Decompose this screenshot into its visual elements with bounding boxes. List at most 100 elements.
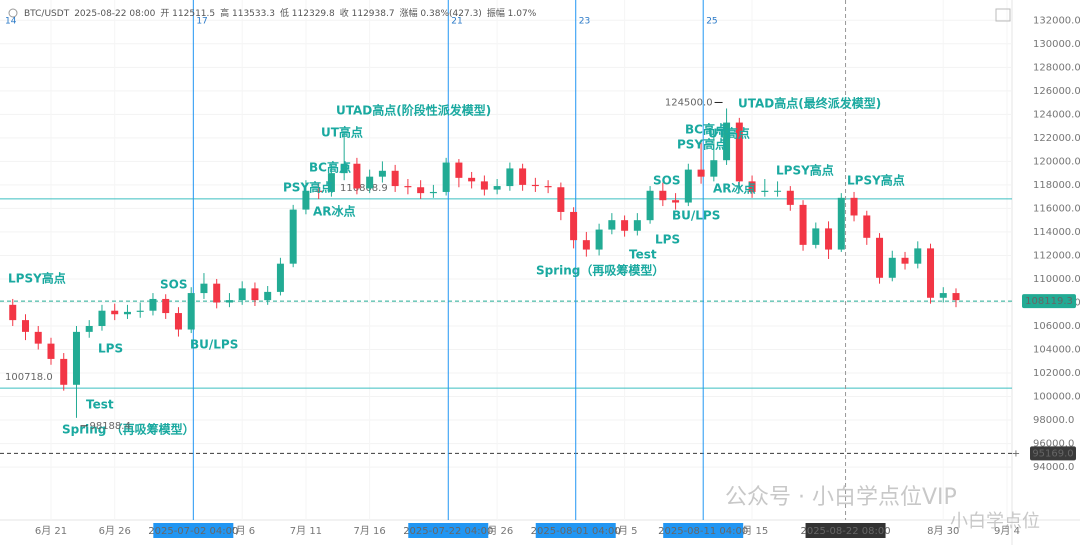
candle-body — [557, 187, 565, 212]
annotation: LPS — [98, 342, 123, 356]
screenshot-button[interactable] — [995, 8, 1011, 22]
time-tag-label: 2025-08-01 04:00 — [531, 526, 621, 537]
candle-body — [901, 257, 909, 264]
time-tag — [535, 523, 616, 538]
watermark: 公众号 · 小白学点位VIP — [725, 485, 957, 510]
annotation: Spring （再吸筹模型） — [62, 422, 195, 437]
time-tag-label: 2025-08-11 04:00 — [658, 526, 748, 537]
level-label: 100718.0 — [5, 372, 53, 383]
y-tick-label: 114000.0 — [1033, 227, 1080, 238]
candle-body — [761, 190, 769, 192]
candle-body — [327, 173, 335, 192]
header-field: 收 112938.7 — [340, 7, 395, 19]
candle-body — [480, 181, 488, 190]
candle-body — [888, 257, 896, 278]
candle-body — [774, 190, 782, 192]
y-tick-label: 118000.0 — [1033, 180, 1080, 191]
candle-body — [659, 190, 667, 201]
annotation: BU/LPS — [672, 209, 720, 223]
add-button: + — [1012, 448, 1020, 459]
collapse-icon[interactable] — [8, 8, 18, 18]
time-tag-label: 2025-07-02 04:00 — [148, 526, 238, 537]
annotation: SOS — [653, 174, 681, 188]
annotation: UT高点 — [321, 125, 363, 140]
candle-body — [697, 169, 705, 177]
candle-body — [391, 170, 399, 187]
candle-body — [85, 325, 93, 332]
extreme-label: 98188.4 — [89, 421, 130, 432]
y-tick-label: 128000.0 — [1033, 62, 1080, 73]
y-tick-label: 132000.0 — [1033, 15, 1080, 26]
annotation: Test — [86, 398, 114, 412]
candle-body — [123, 311, 131, 315]
price-tag — [1022, 294, 1076, 309]
candle-body — [748, 181, 756, 192]
y-tick-label: 98000.0 — [1033, 415, 1074, 426]
x-tick-label: 8月 5 — [612, 525, 638, 537]
candle-body — [174, 313, 182, 330]
y-tick-label: 130000.0 — [1033, 39, 1080, 50]
candle-body — [225, 300, 233, 303]
x-tick-label: 8月 15 — [736, 525, 768, 537]
header: BTC/USDT 2025-08-22 08:00 开 112511.5 高 1135… — [8, 7, 537, 19]
time-tag — [805, 523, 886, 538]
annotation: SOS — [160, 278, 188, 292]
price-tag — [1030, 446, 1076, 461]
candle-body — [621, 220, 629, 231]
time-tag — [408, 523, 489, 538]
count-label: 23 — [579, 17, 590, 27]
candle-body — [302, 190, 310, 210]
annotation: BU/LPS — [190, 338, 238, 352]
header-info: BTC/USDT 2025-08-22 08:00 开 112511.5 高 1135… — [24, 7, 537, 19]
y-tick-label: 112000.0 — [1033, 250, 1080, 261]
y-tick-label: 106000.0 — [1033, 321, 1080, 332]
y-tick-label: 122000.0 — [1033, 133, 1080, 144]
y-tick-label: 120000.0 — [1033, 156, 1080, 167]
y-tick-label: 96000.0 — [1033, 439, 1074, 450]
annotation: Spring（再吸筹模型） — [536, 263, 664, 278]
candle-body — [340, 163, 348, 174]
count-label: 21 — [451, 17, 462, 27]
candle-body — [723, 122, 731, 161]
candle-body — [825, 228, 833, 250]
candle-body — [149, 298, 157, 311]
candle-body — [98, 310, 106, 326]
header-field: 低 112329.8 — [280, 7, 335, 19]
candle-body — [276, 263, 284, 292]
candle-body — [468, 177, 476, 182]
candle-body — [9, 304, 17, 321]
candle-body — [238, 288, 246, 301]
y-tick-label: 110000.0 — [1033, 274, 1080, 285]
count-label: 17 — [196, 17, 207, 27]
candle-body — [21, 320, 29, 332]
candle-body — [506, 168, 514, 187]
axes: 94000.0 96000.0 98000.0 100000.0 102000.0 104… — [5, 15, 1080, 538]
annotation: UTAD高点(阶段性派发模型) — [336, 103, 491, 118]
candle-body — [366, 176, 374, 189]
candle-body — [111, 310, 119, 315]
candle-body — [289, 209, 297, 264]
candle-body — [927, 248, 935, 298]
header-field: 开 112511.5 — [160, 8, 215, 19]
candle-body — [404, 186, 412, 188]
price-tag-label: 108119.3 — [1025, 296, 1073, 307]
y-tick-label: 102000.0 — [1033, 368, 1080, 379]
x-tick-label: 7月 26 — [481, 525, 513, 537]
candle-body — [162, 298, 170, 314]
x-tick-label: 9月 4 — [994, 525, 1020, 537]
time-tag — [153, 523, 234, 538]
candle-body — [264, 291, 272, 301]
candle-body — [837, 197, 845, 250]
candle-body — [914, 248, 922, 264]
candle-body — [684, 169, 692, 203]
candle-body — [633, 220, 641, 231]
candle-body — [200, 283, 208, 294]
candle-body — [608, 220, 616, 230]
candle-body — [417, 187, 425, 194]
candle-body — [710, 160, 718, 177]
candle-body — [519, 168, 527, 185]
annotation: LPS — [655, 233, 680, 247]
x-tick-label: 7月 11 — [290, 525, 322, 537]
extreme-label: 124500.0 — [665, 97, 713, 108]
candle-body — [672, 200, 680, 203]
